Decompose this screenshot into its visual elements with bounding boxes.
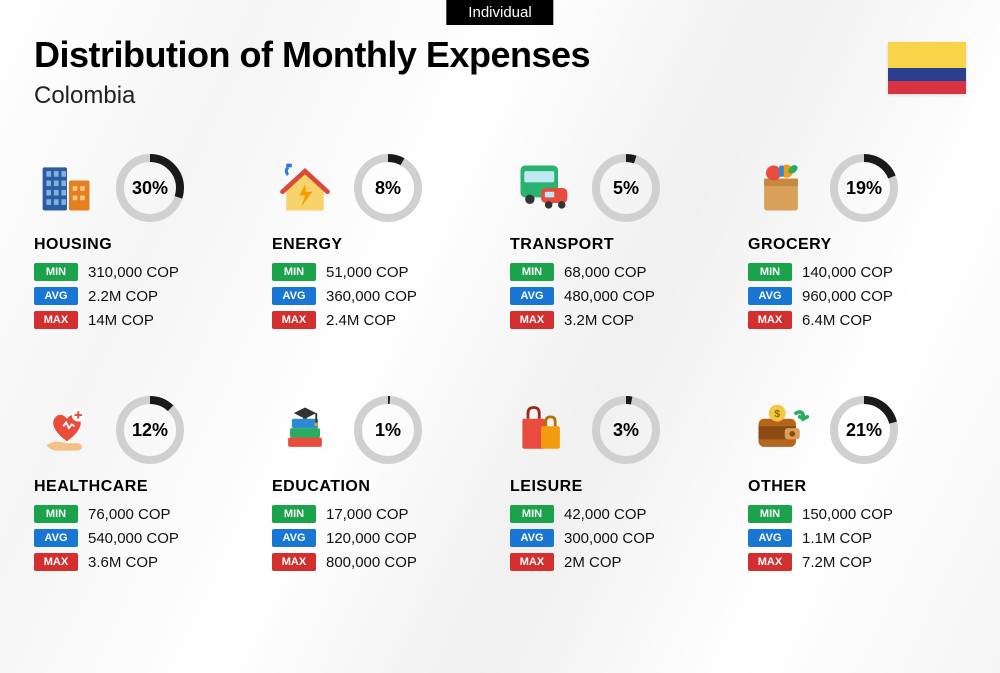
other-max: 7.2M COP — [802, 554, 872, 571]
header: Distribution of Monthly Expenses Colombi… — [34, 34, 590, 110]
max-tag: MAX — [510, 311, 554, 329]
min-tag: MIN — [510, 263, 554, 281]
other-min: 150,000 COP — [802, 506, 893, 523]
housing-ring: 30% — [114, 152, 186, 224]
transport-icon — [510, 155, 576, 221]
transport-ring: 5% — [590, 152, 662, 224]
transport-avg: 480,000 COP — [564, 288, 655, 305]
category-education: 1% EDUCATION MIN 17,000 COP AVG 120,000 CO… — [272, 392, 490, 574]
grocery-label: GROCERY — [748, 236, 966, 254]
category-healthcare: 12% HEALTHCARE MIN 76,000 COP AVG 540,000 … — [34, 392, 252, 574]
grocery-pct: 19% — [828, 152, 900, 224]
education-avg: 120,000 COP — [326, 530, 417, 547]
education-max: 800,000 COP — [326, 554, 417, 571]
leisure-ring: 3% — [590, 394, 662, 466]
transport-min: 68,000 COP — [564, 264, 647, 281]
leisure-min: 42,000 COP — [564, 506, 647, 523]
colombia-flag-icon — [888, 42, 966, 94]
grocery-icon — [748, 155, 814, 221]
healthcare-avg: 540,000 COP — [88, 530, 179, 547]
max-tag: MAX — [34, 311, 78, 329]
max-tag: MAX — [748, 553, 792, 571]
max-tag: MAX — [34, 553, 78, 571]
other-pct: 21% — [828, 394, 900, 466]
healthcare-pct: 12% — [114, 394, 186, 466]
category-energy: 8% ENERGY MIN 51,000 COP AVG 360,000 COP M… — [272, 150, 490, 332]
grocery-avg: 960,000 COP — [802, 288, 893, 305]
other-avg: 1.1M COP — [802, 530, 872, 547]
grocery-min: 140,000 COP — [802, 264, 893, 281]
avg-tag: AVG — [272, 529, 316, 547]
leisure-max: 2M COP — [564, 554, 622, 571]
grocery-max: 6.4M COP — [802, 312, 872, 329]
energy-label: ENERGY — [272, 236, 490, 254]
category-grocery: 19% GROCERY MIN 140,000 COP AVG 960,000 CO… — [748, 150, 966, 332]
max-tag: MAX — [748, 311, 792, 329]
avg-tag: AVG — [272, 287, 316, 305]
education-ring: 1% — [352, 394, 424, 466]
housing-min: 310,000 COP — [88, 264, 179, 281]
education-label: EDUCATION — [272, 478, 490, 496]
avg-tag: AVG — [510, 287, 554, 305]
transport-max: 3.2M COP — [564, 312, 634, 329]
max-tag: MAX — [510, 553, 554, 571]
healthcare-ring: 12% — [114, 394, 186, 466]
category-housing: 30% HOUSING MIN 310,000 COP AVG 2.2M COP M… — [34, 150, 252, 332]
housing-max: 14M COP — [88, 312, 154, 329]
min-tag: MIN — [510, 505, 554, 523]
housing-avg: 2.2M COP — [88, 288, 158, 305]
min-tag: MIN — [272, 505, 316, 523]
leisure-avg: 300,000 COP — [564, 530, 655, 547]
leisure-label: LEISURE — [510, 478, 728, 496]
individual-tab: Individual — [446, 0, 553, 25]
healthcare-min: 76,000 COP — [88, 506, 171, 523]
min-tag: MIN — [34, 263, 78, 281]
avg-tag: AVG — [34, 529, 78, 547]
energy-ring: 8% — [352, 152, 424, 224]
education-pct: 1% — [352, 394, 424, 466]
max-tag: MAX — [272, 553, 316, 571]
avg-tag: AVG — [748, 529, 792, 547]
education-min: 17,000 COP — [326, 506, 409, 523]
energy-min: 51,000 COP — [326, 264, 409, 281]
max-tag: MAX — [272, 311, 316, 329]
transport-pct: 5% — [590, 152, 662, 224]
energy-icon — [272, 155, 338, 221]
healthcare-icon — [34, 397, 100, 463]
healthcare-label: HEALTHCARE — [34, 478, 252, 496]
energy-avg: 360,000 COP — [326, 288, 417, 305]
avg-tag: AVG — [748, 287, 792, 305]
education-icon — [272, 397, 338, 463]
other-icon: $ — [748, 397, 814, 463]
energy-pct: 8% — [352, 152, 424, 224]
housing-icon — [34, 155, 100, 221]
transport-label: TRANSPORT — [510, 236, 728, 254]
svg-text:$: $ — [774, 409, 780, 420]
avg-tag: AVG — [510, 529, 554, 547]
other-label: OTHER — [748, 478, 966, 496]
min-tag: MIN — [34, 505, 78, 523]
grocery-ring: 19% — [828, 152, 900, 224]
other-ring: 21% — [828, 394, 900, 466]
category-other: $ 21% OTHER MIN 150,000 COP AVG 1.1M COP M… — [748, 392, 966, 574]
healthcare-max: 3.6M COP — [88, 554, 158, 571]
min-tag: MIN — [748, 505, 792, 523]
energy-max: 2.4M COP — [326, 312, 396, 329]
leisure-icon — [510, 397, 576, 463]
housing-pct: 30% — [114, 152, 186, 224]
country-subtitle: Colombia — [34, 82, 590, 110]
min-tag: MIN — [272, 263, 316, 281]
categories-grid: 30% HOUSING MIN 310,000 COP AVG 2.2M COP M… — [34, 150, 966, 574]
leisure-pct: 3% — [590, 394, 662, 466]
min-tag: MIN — [748, 263, 792, 281]
category-transport: 5% TRANSPORT MIN 68,000 COP AVG 480,000 CO… — [510, 150, 728, 332]
avg-tag: AVG — [34, 287, 78, 305]
housing-label: HOUSING — [34, 236, 252, 254]
category-leisure: 3% LEISURE MIN42,000 COP AVG300,000 COP … — [510, 392, 728, 574]
page-title: Distribution of Monthly Expenses — [34, 34, 590, 76]
